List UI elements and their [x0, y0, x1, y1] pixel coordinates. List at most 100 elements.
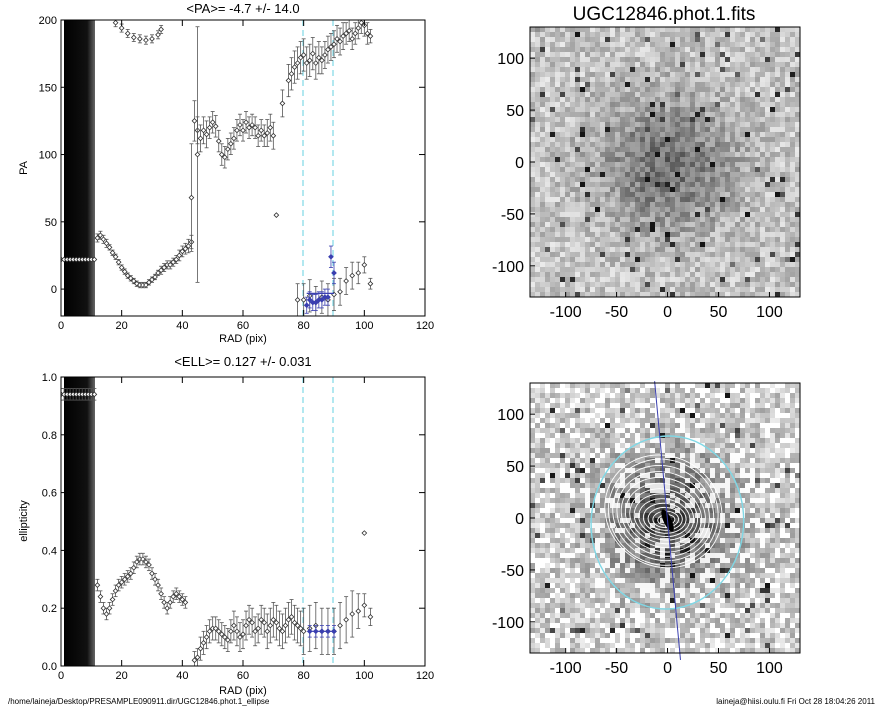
image-pixel [680, 177, 686, 183]
image-pixel [650, 448, 656, 454]
image-pixel [615, 147, 621, 153]
image-pixel [640, 192, 646, 198]
image-pixel [630, 227, 636, 233]
image-pixel [630, 117, 636, 123]
image-pixel [630, 192, 636, 198]
image-pixel [550, 433, 556, 439]
image-pixel [790, 227, 796, 233]
image-pixel [635, 277, 641, 283]
image-pixel [785, 72, 791, 78]
ell-point [215, 628, 222, 635]
image-pixel [580, 32, 586, 38]
image-pixel [730, 37, 736, 43]
image-pixel [725, 388, 731, 394]
image-pixel [680, 202, 686, 208]
image-pixel [610, 212, 616, 218]
image-pixel [530, 428, 536, 434]
image-pixel [695, 438, 701, 444]
image-pixel [775, 217, 781, 223]
image-pixel [765, 127, 771, 133]
image-pixel [630, 388, 636, 394]
image-pixel [700, 473, 706, 479]
image-pixel [590, 252, 596, 258]
image-pixel [605, 137, 611, 143]
image-pixel [635, 87, 641, 93]
image-pixel [795, 172, 801, 178]
image-pixel [530, 102, 536, 108]
image-pixel [765, 152, 771, 158]
image-pixel [785, 92, 791, 98]
image-pixel [720, 212, 726, 218]
image-pixel [765, 102, 771, 108]
image-pixel [705, 232, 711, 238]
image-pixel [655, 433, 661, 439]
image-pixel [680, 443, 686, 449]
image-pixel [530, 222, 536, 228]
pa-point [176, 252, 183, 259]
image-pixel [750, 242, 756, 248]
image-pixel [795, 398, 801, 404]
image-pixel [535, 388, 541, 394]
image-pixel [590, 87, 596, 93]
image-pixel [595, 267, 601, 273]
image-pixel [565, 147, 571, 153]
image-pixel [605, 277, 611, 283]
image-pixel [640, 102, 646, 108]
image-pixel [665, 473, 671, 479]
image-pixel [635, 247, 641, 253]
image-pixel [585, 267, 591, 273]
image-pixel [750, 92, 756, 98]
image-pixel [590, 212, 596, 218]
image-pixel [595, 97, 601, 103]
image-pixel [655, 172, 661, 178]
image-pixel [705, 247, 711, 253]
image-pixel [680, 102, 686, 108]
image-pixel [725, 443, 731, 449]
image-pixel [590, 37, 596, 43]
image-pixel [705, 57, 711, 63]
image-pixel [575, 127, 581, 133]
image-pixel [630, 77, 636, 83]
image-pixel [765, 117, 771, 123]
image-pixel [660, 408, 666, 414]
image-pixel [640, 388, 646, 394]
image-pixel [790, 152, 796, 158]
image-pixel [695, 77, 701, 83]
image-pixel [680, 77, 686, 83]
image-pixel [705, 443, 711, 449]
image-pixel [600, 47, 606, 53]
image-pixel [595, 217, 601, 223]
image-pixel [790, 192, 796, 198]
image-pixel [795, 428, 801, 434]
image-pixel [720, 42, 726, 48]
image-pixel [575, 192, 581, 198]
image-pixel [655, 57, 661, 63]
image-pixel [700, 32, 706, 38]
image-pixel [665, 438, 671, 444]
pa-point [243, 119, 249, 126]
image-pixel [795, 107, 801, 113]
image-pixel [675, 277, 681, 283]
image-pixel [785, 227, 791, 233]
image-pixel [570, 42, 576, 48]
image-pixel [690, 463, 696, 469]
image-pixel [585, 217, 591, 223]
image-pixel [755, 32, 761, 38]
image-pixel [595, 87, 601, 93]
image-pixel [690, 272, 696, 278]
image-pixel [725, 122, 731, 128]
image-pixel [585, 122, 591, 128]
image-pixel [565, 463, 571, 469]
image-pixel [670, 262, 676, 268]
image-pixel [790, 423, 796, 429]
image-pixel [600, 82, 606, 88]
image-pixel [580, 87, 586, 93]
ell-point [194, 654, 201, 661]
image-pixel [595, 262, 601, 268]
image-pixel [700, 97, 706, 103]
image-pixel [550, 413, 556, 419]
image-pixel [790, 383, 796, 389]
image-pixel [530, 127, 536, 133]
image-pixel [700, 167, 706, 173]
